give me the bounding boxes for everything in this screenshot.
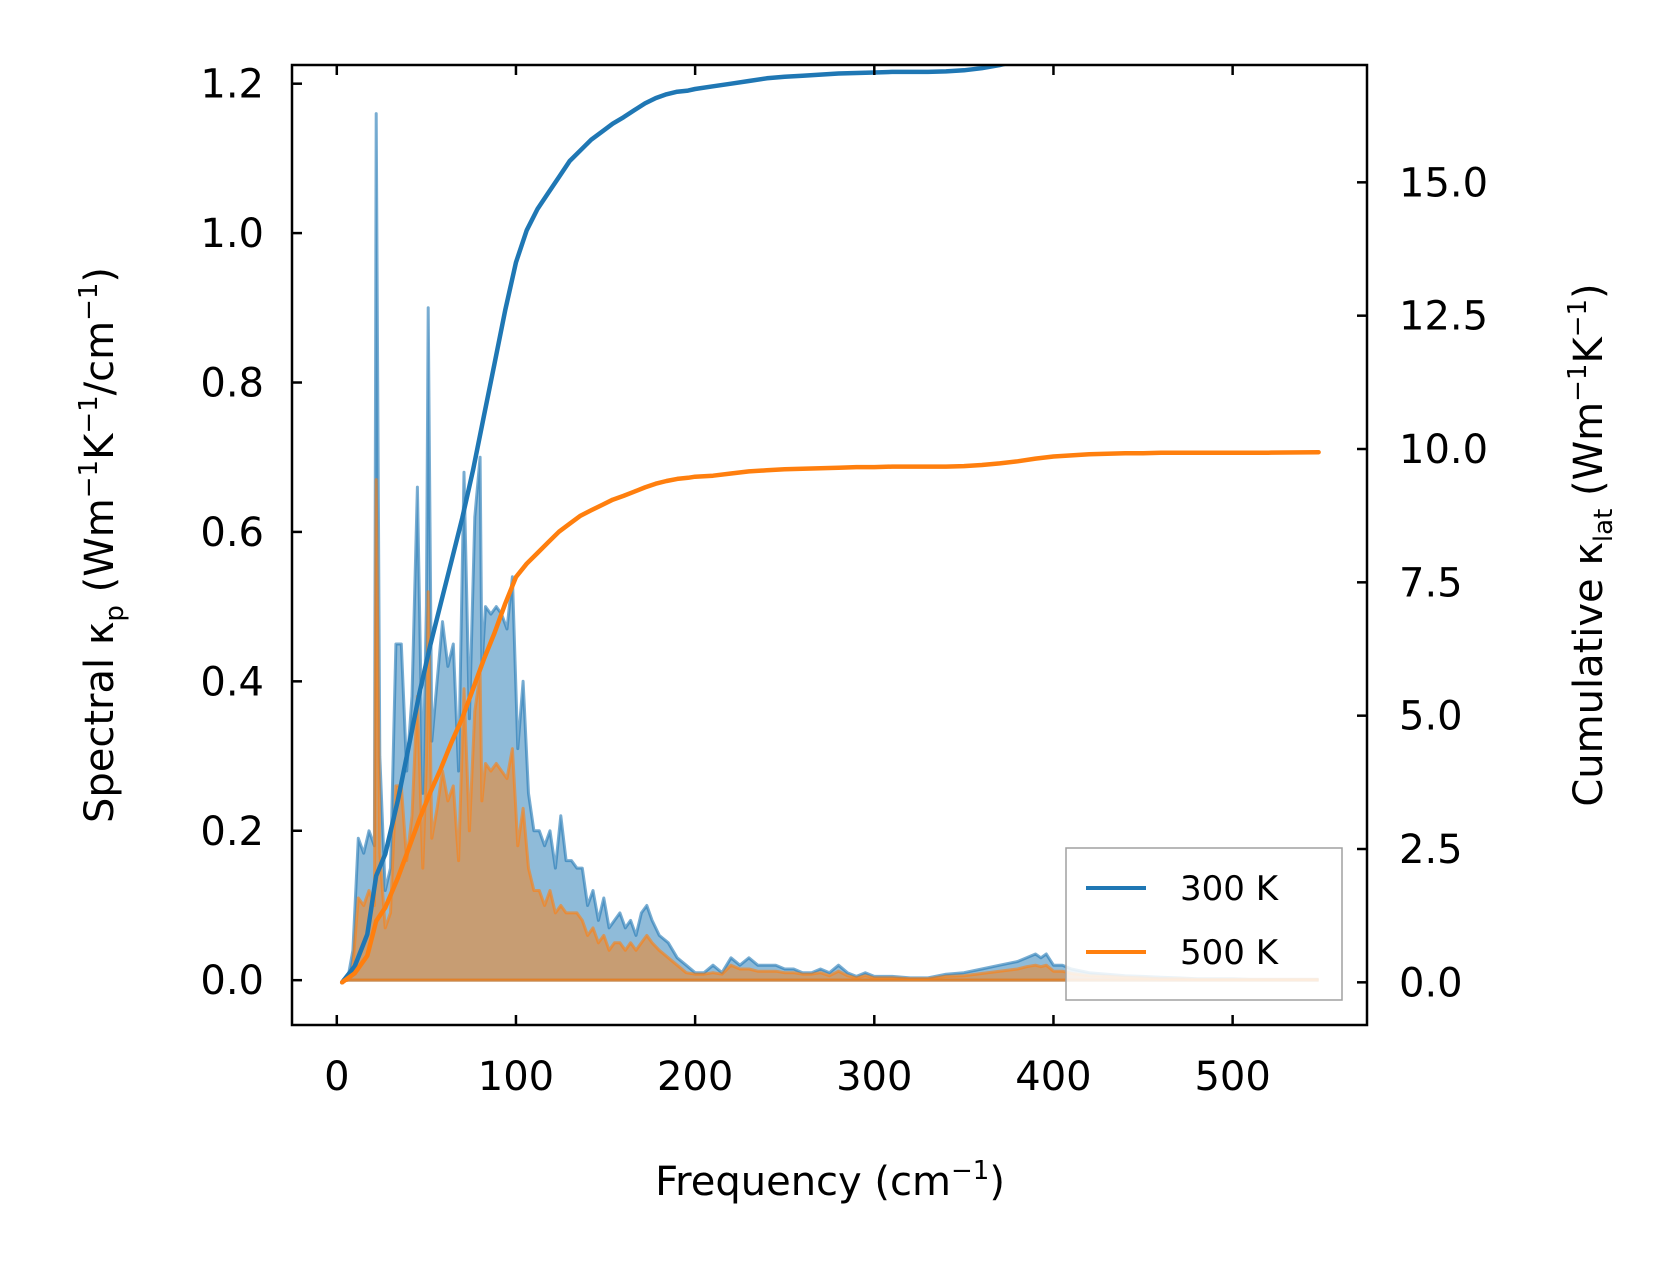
x-tick-label: 500 (1194, 1054, 1270, 1100)
legend-label-500k: 500 K (1180, 933, 1280, 973)
legend: 300 K 500 K (1065, 847, 1343, 1001)
y-tick-label-right: 7.5 (1399, 560, 1463, 606)
x-tick-label: 300 (836, 1054, 912, 1100)
x-tick-label: 200 (657, 1054, 733, 1100)
cumulative-line-300k (339, 65, 1010, 985)
spectral-area-500k (342, 479, 1319, 981)
y-tick-label-left: 0.0 (200, 958, 264, 1004)
y-tick-label-right: 2.5 (1399, 827, 1463, 873)
legend-label-300k: 300 K (1180, 869, 1280, 909)
y-tick-label-left: 1.0 (200, 211, 264, 257)
axes: 0 100 200 300 400 500 0.0 0.2 0.4 0.6 0.8 1.0 1.2 0.0… (200, 62, 1488, 1100)
x-axis-label: Frequency (cm−1) (655, 1156, 1005, 1205)
x-tick-label: 400 (1015, 1054, 1091, 1100)
x-tick-label: 100 (478, 1054, 554, 1100)
y-tick-label-left: 0.6 (200, 510, 264, 556)
y-tick-label-right: 12.5 (1399, 294, 1488, 340)
y-tick-label-right: 5.0 (1399, 694, 1463, 740)
y-tick-label-right: 15.0 (1399, 160, 1488, 206)
y-tick-label-left: 0.2 (200, 809, 264, 855)
spectral-edge-500k (342, 478, 1319, 982)
y-axis-label-right: Cumulative κlat (Wm−1K−1) (1563, 283, 1619, 806)
legend-box (1065, 847, 1343, 1001)
y-axis-label-left: Spectral κp (Wm−1K−1/cm−1) (74, 267, 130, 823)
spectral-edge-300k (342, 112, 1319, 982)
y-tick-label-right: 10.0 (1399, 427, 1488, 473)
x-tick-label: 0 (324, 1054, 349, 1100)
y-tick-label-left: 0.4 (200, 659, 264, 705)
y-tick-label-right: 0.0 (1399, 960, 1463, 1006)
cumulative-line-500k (339, 449, 1321, 985)
plot-frame (290, 63, 1369, 1027)
y-tick-label-left: 0.8 (200, 361, 264, 407)
y-tick-label-left: 1.2 (200, 62, 264, 108)
